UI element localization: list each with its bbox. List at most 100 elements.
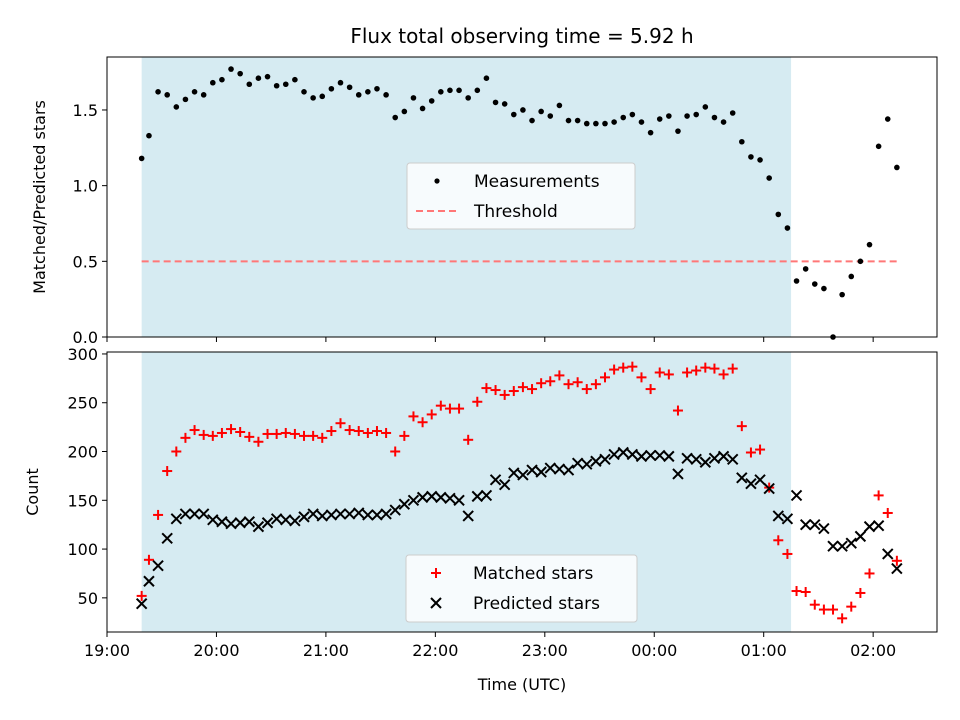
matched-star-point	[864, 568, 875, 579]
measurement-point	[237, 70, 243, 77]
measurement-point	[219, 76, 225, 83]
measurement-point	[301, 89, 307, 95]
matched-star-point	[554, 370, 565, 381]
measurement-point	[711, 114, 718, 121]
predicted-star-point	[161, 532, 173, 545]
measurement-point	[666, 113, 672, 119]
measurement-point	[438, 89, 444, 95]
predicted-star-point	[571, 457, 584, 469]
predicted-star-point	[498, 478, 511, 491]
matched-star-point	[317, 432, 328, 443]
measurement-point	[821, 285, 827, 292]
predicted-star-point	[745, 478, 757, 490]
measurement-point	[501, 101, 508, 107]
matched-star-point	[563, 379, 574, 390]
predicted-star-point	[717, 450, 730, 463]
matched-star-point	[481, 383, 492, 394]
matched-star-point	[873, 490, 884, 501]
matched-star-point	[490, 385, 501, 396]
predicted-star-point	[425, 490, 438, 503]
matched-star-point	[262, 428, 273, 439]
predicted-star-point	[462, 510, 474, 522]
matched-star-point	[800, 587, 811, 597]
measurement-point	[328, 85, 335, 92]
predicted-star-point	[708, 452, 721, 465]
predicted-star-point	[353, 507, 365, 519]
measurement-point	[784, 225, 791, 231]
predicted-star-point	[517, 469, 529, 481]
predicted-star-point	[590, 455, 602, 467]
matched-star-point	[545, 376, 556, 387]
matched-star-point	[700, 362, 711, 373]
predicted-star-point	[471, 490, 484, 503]
measurement-point	[173, 104, 180, 110]
matched-star-point	[773, 535, 784, 546]
predicted-star-point	[736, 472, 748, 484]
matched-star-point	[226, 424, 237, 435]
matched-star-point	[153, 509, 164, 520]
predicted-star-point	[672, 468, 684, 480]
measurement-point	[273, 82, 280, 89]
matched-star-point	[454, 403, 465, 414]
y-tick-label: 100	[67, 540, 98, 559]
predicted-star-point	[799, 518, 812, 531]
predicted-star-point	[407, 494, 420, 506]
x-tick-label: 22:00	[412, 641, 458, 660]
measurement-point	[510, 111, 517, 118]
measurement-point	[602, 120, 608, 127]
measurement-point	[365, 89, 371, 95]
matched-star-point	[271, 428, 282, 439]
y-tick-label: 250	[67, 394, 98, 413]
legend-marker-measurements	[434, 178, 440, 184]
matched-star-point	[891, 555, 902, 566]
matched-star-point	[828, 604, 839, 615]
matched-star-point	[508, 386, 519, 397]
measurement-point	[638, 119, 645, 125]
count-legend-box	[405, 554, 638, 623]
matched-star-point	[645, 384, 656, 395]
measurement-point	[310, 95, 316, 101]
predicted-star-point	[207, 514, 219, 526]
measurement-point	[583, 120, 590, 127]
x-tick-label: 23:00	[522, 641, 568, 660]
matched-star-point	[280, 427, 291, 438]
measurement-point	[811, 281, 818, 287]
predicted-star-point	[143, 575, 155, 587]
measurement-point	[766, 175, 772, 181]
predicted-star-point	[216, 516, 228, 528]
matched-star-point	[235, 427, 246, 437]
x-tick-label: 21:00	[303, 641, 349, 660]
predicted-star-point	[872, 519, 885, 532]
matched-star-point	[143, 554, 154, 565]
matched-star-point	[198, 429, 209, 440]
predicted-star-point	[234, 517, 246, 529]
x-tick-label: 01:00	[741, 641, 787, 660]
measurement-point	[793, 278, 800, 284]
measurement-point	[884, 116, 891, 122]
x-axis-label: Time (UTC)	[477, 675, 566, 694]
matched-star-point	[417, 417, 428, 428]
measurement-point	[182, 96, 189, 103]
predicted-star-point	[644, 449, 657, 462]
matched-star-point	[253, 436, 264, 447]
matched-star-point	[244, 431, 255, 442]
legend-label-threshold: Threshold	[473, 202, 558, 222]
predicted-star-point	[508, 467, 520, 479]
measurement-point	[146, 132, 152, 139]
matched-star-point	[809, 599, 820, 610]
predicted-star-point	[444, 492, 456, 505]
ratio-panel-frame	[106, 56, 938, 338]
ratio-panel-marks	[138, 66, 900, 340]
y-tick-label: 1.0	[73, 177, 98, 196]
measurement-point	[647, 129, 654, 136]
x-tick-label: 20:00	[193, 641, 239, 660]
count-y-axis-label: Count	[23, 468, 42, 516]
ratio-legend-box	[406, 162, 636, 230]
measurement-point	[702, 104, 709, 110]
predicted-star-point	[599, 453, 611, 466]
matched-star-point	[654, 367, 665, 378]
predicted-star-point	[681, 452, 693, 465]
predicted-star-point	[836, 540, 848, 552]
legend-marker-predicted	[430, 597, 442, 609]
